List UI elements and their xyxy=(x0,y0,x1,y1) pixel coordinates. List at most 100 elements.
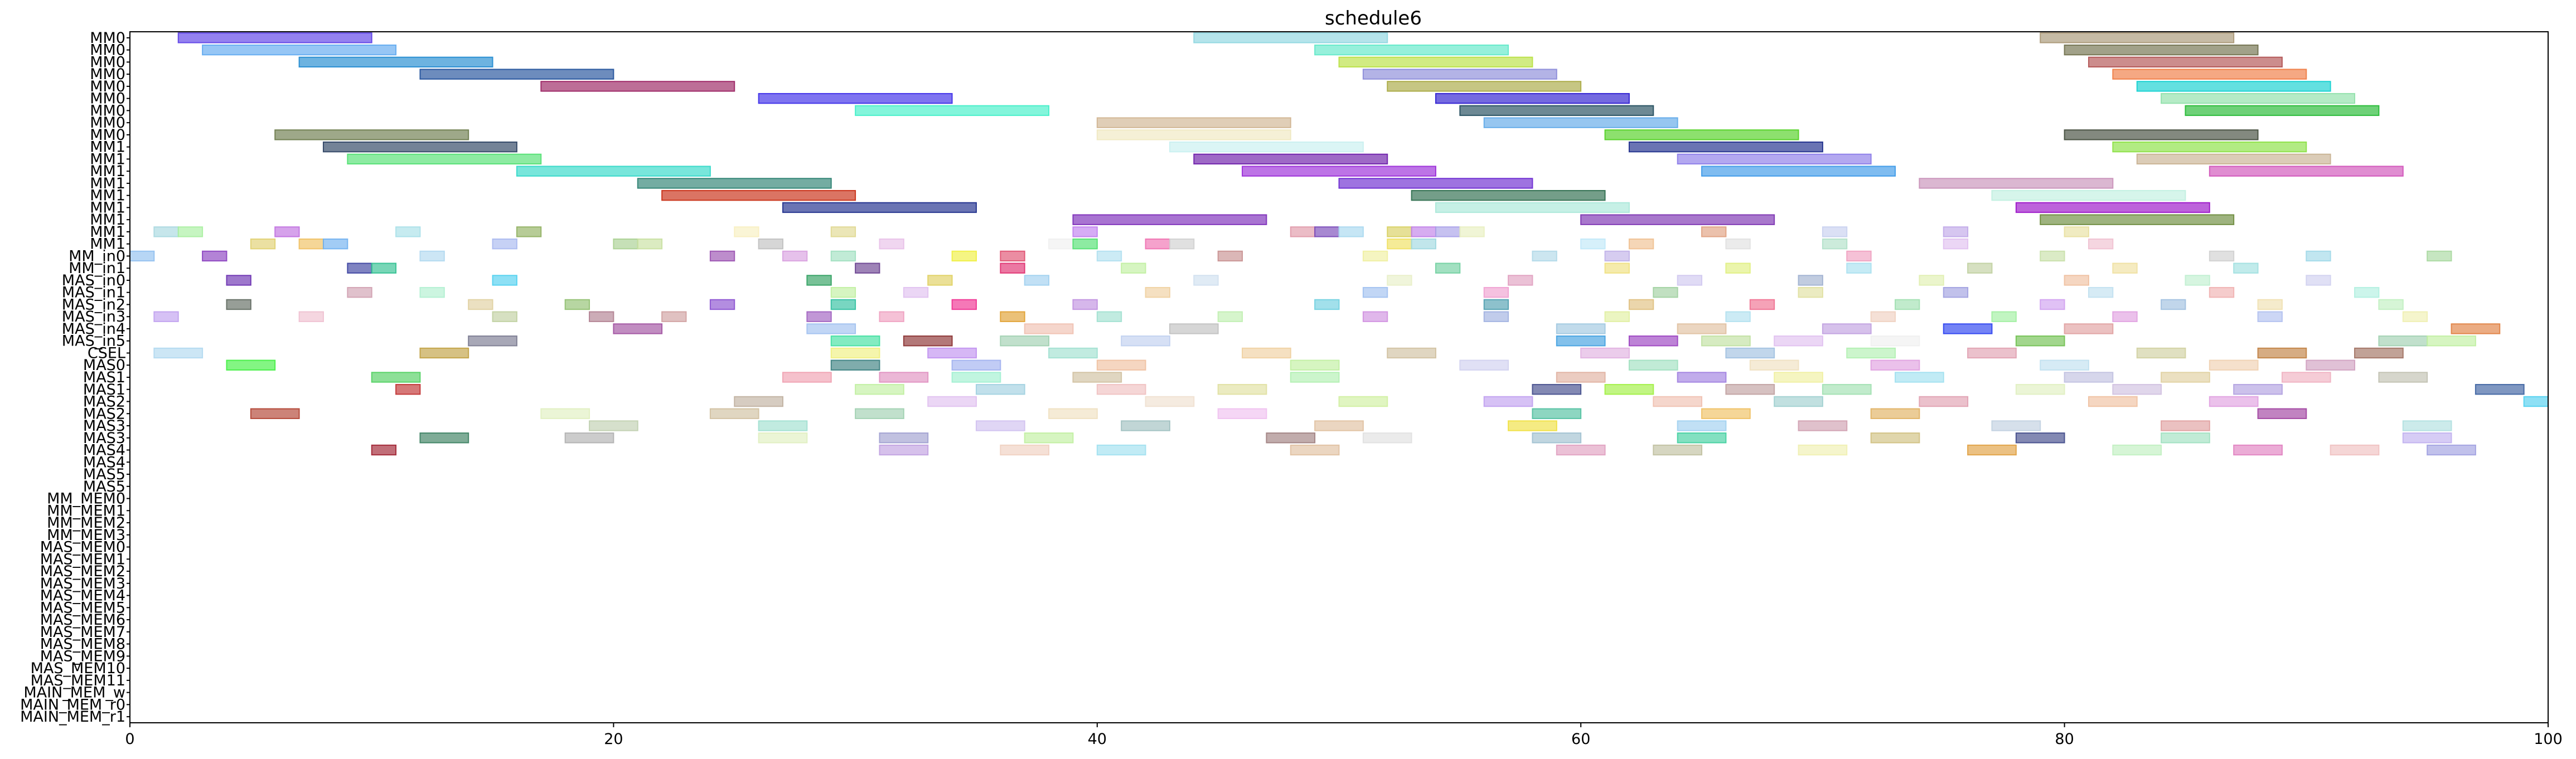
task-bar xyxy=(1096,129,1291,140)
task-bar xyxy=(903,287,929,298)
task-bar xyxy=(1943,239,1969,250)
task-bar xyxy=(855,384,904,395)
task-bar xyxy=(2112,311,2138,322)
task-bar xyxy=(1895,299,1920,310)
task-bar xyxy=(1653,287,1678,298)
task-bar xyxy=(1096,359,1146,371)
lane-label: MAS_in1 xyxy=(62,284,125,301)
task-bar xyxy=(589,311,614,322)
task-bar xyxy=(2402,432,2452,444)
task-bar xyxy=(371,372,421,383)
task-bar xyxy=(782,202,977,213)
task-bar xyxy=(2088,239,2114,250)
task-bar xyxy=(1749,299,1775,310)
task-bar xyxy=(1846,250,1872,262)
task-bar xyxy=(2233,444,2283,456)
task-bar xyxy=(1000,311,1025,322)
task-bar xyxy=(2451,323,2501,334)
task-bar xyxy=(830,226,856,237)
task-bar xyxy=(129,250,155,262)
task-bar xyxy=(1870,432,1920,444)
task-bar xyxy=(564,299,590,310)
lane-label: MM_MEM0 xyxy=(47,490,125,508)
task-bar xyxy=(1991,311,2017,322)
task-bar xyxy=(830,299,856,310)
task-bar xyxy=(927,275,953,286)
task-bar xyxy=(1701,408,1751,419)
task-bar xyxy=(226,359,276,371)
lane-label: MAS_MEM5 xyxy=(40,599,125,616)
task-bar xyxy=(1000,250,1025,262)
task-bar xyxy=(2112,69,2307,80)
task-bar xyxy=(540,408,590,419)
lane-label: MM1 xyxy=(90,175,125,192)
task-bar xyxy=(1774,372,1823,383)
task-bar xyxy=(2209,359,2259,371)
task-bar xyxy=(1919,275,1944,286)
task-bar xyxy=(1193,153,1388,165)
task-bar xyxy=(1072,239,1098,250)
lane-label: MAS_MEM4 xyxy=(40,587,125,605)
plot-frame xyxy=(129,31,2549,723)
task-bar xyxy=(1725,262,1751,274)
task-bar xyxy=(1024,432,1074,444)
task-bar xyxy=(1628,359,1678,371)
task-bar xyxy=(734,396,783,407)
task-bar xyxy=(1580,347,1630,359)
task-bar xyxy=(419,69,614,80)
task-bar xyxy=(1193,32,1388,43)
task-bar xyxy=(1822,226,1848,237)
task-bar xyxy=(2040,32,2235,43)
lane-label: MAS1 xyxy=(83,381,125,398)
task-bar xyxy=(1556,335,1606,347)
task-bar xyxy=(2378,372,2428,383)
task-bar xyxy=(419,250,445,262)
task-bar xyxy=(879,239,904,250)
task-bar xyxy=(153,347,204,359)
lane-label: MM0 xyxy=(90,114,125,132)
task-bar xyxy=(1072,372,1122,383)
task-bar xyxy=(1048,239,1074,250)
task-bar xyxy=(1677,153,1872,165)
task-bar xyxy=(2136,347,2186,359)
task-bar xyxy=(879,372,929,383)
lane-label: MAS_in4 xyxy=(62,320,125,338)
task-bar xyxy=(468,335,517,347)
task-bar xyxy=(1169,141,1364,153)
task-bar xyxy=(1604,311,1630,322)
task-bar xyxy=(395,384,421,395)
task-bar xyxy=(1483,287,1509,298)
task-bar xyxy=(613,323,663,334)
task-bar xyxy=(855,105,1050,116)
task-bar xyxy=(1991,420,2041,431)
task-bar xyxy=(1798,275,1823,286)
task-bar xyxy=(2015,202,2210,213)
task-bar xyxy=(1217,384,1267,395)
lane-label: MM1 xyxy=(90,211,125,228)
task-bar xyxy=(2475,384,2525,395)
task-bar xyxy=(1822,323,1872,334)
lane-label: MAIN_MEM_w xyxy=(23,684,125,702)
task-bar xyxy=(226,299,251,310)
task-bar xyxy=(274,226,300,237)
lane-label: MM1 xyxy=(90,223,125,241)
task-bar xyxy=(2257,311,2283,322)
task-bar xyxy=(250,408,300,419)
task-bar xyxy=(2378,335,2428,347)
task-bar xyxy=(1411,226,1436,237)
task-bar xyxy=(1483,311,1509,322)
task-bar xyxy=(202,44,397,56)
task-bar xyxy=(250,239,276,250)
task-bar xyxy=(1145,287,1170,298)
task-bar xyxy=(1628,299,1654,310)
task-bar xyxy=(2209,287,2235,298)
task-bar xyxy=(1242,166,1436,177)
task-bar xyxy=(1362,250,1388,262)
task-bar xyxy=(1000,335,1050,347)
lane-label: MAS_MEM7 xyxy=(40,624,125,641)
lane-label: MM_in0 xyxy=(69,247,125,265)
task-bar xyxy=(1387,226,1412,237)
lane-label: MM_MEM1 xyxy=(47,502,125,519)
task-bar xyxy=(419,432,469,444)
task-bar xyxy=(1096,384,1146,395)
